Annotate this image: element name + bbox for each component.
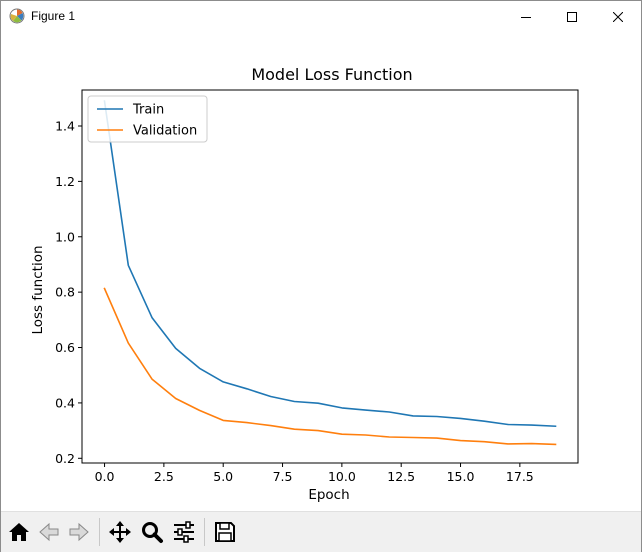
- maximize-button[interactable]: [549, 1, 595, 32]
- save-button[interactable]: [212, 519, 238, 545]
- y-tick-label: 0.4: [55, 395, 75, 410]
- legend-label: Validation: [133, 124, 197, 139]
- y-tick-label: 0.8: [55, 285, 75, 300]
- minimize-icon: [521, 16, 531, 18]
- minimize-button[interactable]: [503, 1, 549, 32]
- navigation-toolbar: [1, 511, 641, 552]
- save-icon: [215, 522, 235, 542]
- close-icon: [613, 11, 623, 22]
- series-line-train: [103, 100, 557, 428]
- x-tick-label: 15.0: [447, 469, 475, 484]
- y-axis-label: Loss function: [30, 245, 46, 334]
- forward-button[interactable]: [66, 519, 92, 545]
- title-bar[interactable]: Figure 1: [1, 1, 641, 32]
- matplotlib-app-icon: [9, 8, 25, 24]
- zoom-icon: [142, 522, 163, 543]
- forward-arrow-icon: [69, 522, 89, 542]
- legend-label: Train: [132, 103, 164, 118]
- close-button[interactable]: [595, 1, 641, 32]
- zoom-button[interactable]: [139, 519, 165, 545]
- window-title: Figure 1: [31, 9, 76, 23]
- x-tick-label: 12.5: [387, 469, 415, 484]
- plot-area: 0.0 2.5 5.0 7.5 10.0 12.5 15.0 17.5 0.2 0.4 0.6 0.8…: [55, 89, 579, 484]
- y-tick-label: 1.0: [55, 229, 75, 244]
- back-button[interactable]: [36, 519, 62, 545]
- back-arrow-icon: [39, 522, 59, 542]
- axes-frame: [81, 89, 579, 464]
- pan-button[interactable]: [107, 519, 133, 545]
- pan-icon: [109, 521, 131, 543]
- series-line-validation: [103, 287, 557, 446]
- x-tick-label: 5.0: [213, 469, 233, 484]
- home-icon: [9, 523, 29, 541]
- y-tick-label: 1.4: [55, 118, 75, 133]
- subplots-config-icon: [174, 521, 194, 543]
- chart-title: Model Loss Function: [251, 65, 412, 84]
- x-tick-label: 10.0: [328, 469, 356, 484]
- x-tick-label: 17.5: [506, 469, 534, 484]
- y-tick-label: 0.2: [55, 451, 75, 466]
- home-button[interactable]: [6, 519, 32, 545]
- x-tick-label: 2.5: [154, 469, 174, 484]
- configure-subplots-button[interactable]: [171, 519, 197, 545]
- toolbar-separator: [99, 518, 100, 546]
- figure-canvas[interactable]: Model Loss Function 0.0 2.5 5.0 7.5 10.0 12.5…: [1, 32, 641, 510]
- loss-chart: Model Loss Function 0.0 2.5 5.0 7.5 10.0 12.5…: [30, 65, 579, 503]
- x-tick-label: 0.0: [95, 469, 115, 484]
- x-axis-label: Epoch: [308, 487, 349, 503]
- x-tick-label: 7.5: [273, 469, 293, 484]
- toolbar-separator: [204, 518, 205, 546]
- y-tick-label: 0.6: [55, 340, 75, 355]
- maximize-icon: [567, 11, 577, 22]
- y-tick-label: 1.2: [55, 174, 75, 189]
